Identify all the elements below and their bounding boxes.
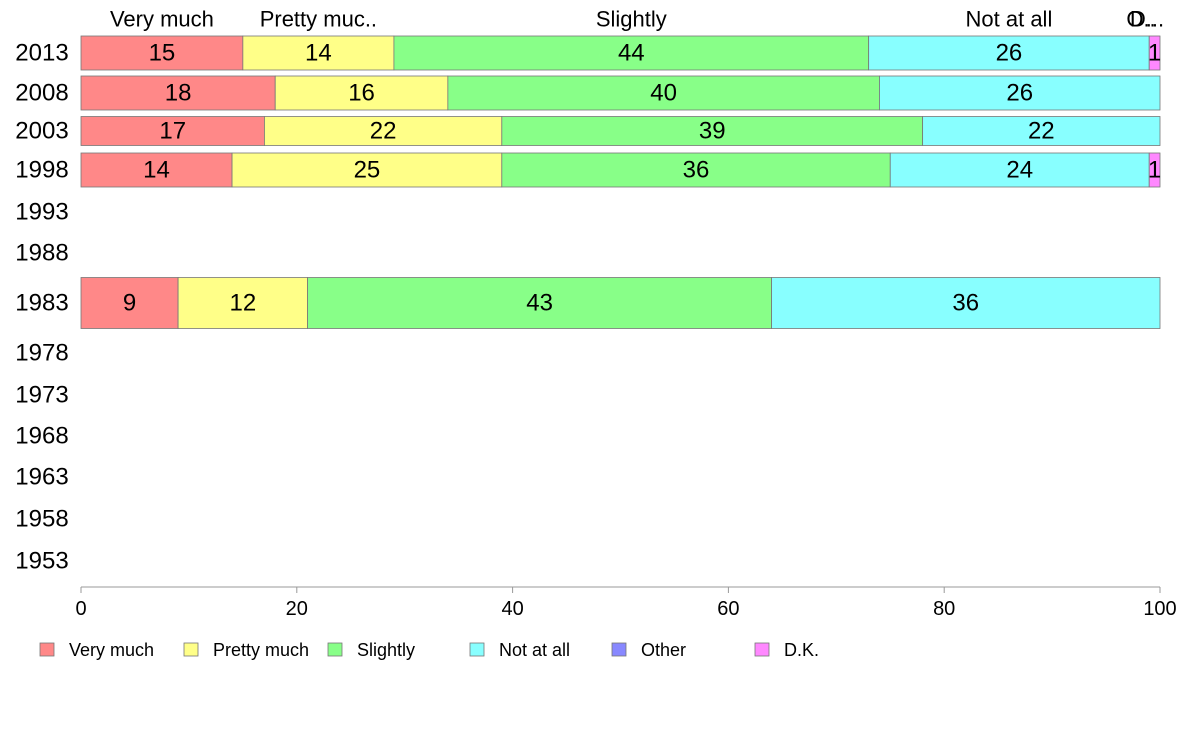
bar-value-label-1983-very-much: 9 bbox=[123, 290, 136, 317]
bar-value-label-1998-not-at-all: 24 bbox=[1006, 157, 1033, 184]
bar-value-label-2008-slightly: 40 bbox=[650, 80, 677, 107]
legend-swatch-pretty-much bbox=[183, 642, 199, 657]
bar-value-label-1983-not-at-all: 36 bbox=[952, 290, 979, 317]
bar-value-label-2008-very-much: 18 bbox=[165, 80, 192, 107]
category-label-1983: 1983 bbox=[15, 290, 68, 317]
bar-1998-slightly bbox=[501, 152, 891, 188]
category-label-1988: 1988 bbox=[15, 240, 68, 267]
top-series-label-0: Very much bbox=[110, 7, 214, 32]
bar-1998-d-k- bbox=[1148, 152, 1161, 188]
category-label-2013: 2013 bbox=[15, 40, 68, 67]
bar-value-label-2008-pretty-much: 16 bbox=[348, 80, 375, 107]
top-series-label-1: Pretty muc.. bbox=[260, 7, 377, 32]
bar-2013-pretty-much bbox=[242, 35, 395, 71]
bar-value-label-2013-very-much: 15 bbox=[149, 40, 176, 67]
bar-value-label-1998-pretty-much: 25 bbox=[354, 157, 381, 184]
category-label-1963: 1963 bbox=[15, 464, 68, 491]
x-tick-label-100: 100 bbox=[1143, 598, 1176, 620]
bar-value-label-2013-not-at-all: 26 bbox=[996, 40, 1023, 67]
x-tick-label-60: 60 bbox=[717, 598, 739, 620]
bar-value-label-2013-slightly: 44 bbox=[618, 40, 645, 67]
top-series-label-2: Slightly bbox=[596, 7, 667, 32]
bar-2003-pretty-much bbox=[264, 116, 503, 146]
category-label-1953: 1953 bbox=[15, 548, 68, 575]
bar-2003-very-much bbox=[80, 116, 265, 146]
bar-value-label-2013-pretty-much: 14 bbox=[305, 40, 332, 67]
bar-1998-pretty-much bbox=[231, 152, 503, 188]
legend-swatch-not-at-all bbox=[469, 642, 485, 657]
bar-1983-not-at-all bbox=[771, 277, 1161, 329]
bar-2008-slightly bbox=[447, 75, 880, 111]
bar-2013-slightly bbox=[393, 35, 870, 71]
x-tick-label-0: 0 bbox=[75, 598, 86, 620]
bar-value-label-1983-pretty-much: 12 bbox=[229, 290, 256, 317]
bar-value-label-1998-very-much: 14 bbox=[143, 157, 170, 184]
top-series-label-4: O.. bbox=[1126, 7, 1155, 32]
category-label-2008: 2008 bbox=[15, 80, 68, 107]
bar-value-label-1998-d-k-: 1 bbox=[1148, 157, 1161, 184]
legend-swatch-very-much bbox=[39, 642, 55, 657]
category-label-1993: 1993 bbox=[15, 199, 68, 226]
bar-value-label-2003-not-at-all: 22 bbox=[1028, 118, 1055, 145]
legend-label-very-much: Very much bbox=[69, 640, 154, 660]
bar-2013-not-at-all bbox=[868, 35, 1150, 71]
bar-2003-not-at-all bbox=[922, 116, 1161, 146]
bar-value-label-2003-very-much: 17 bbox=[159, 118, 186, 145]
bar-value-label-2003-slightly: 39 bbox=[699, 118, 726, 145]
bar-1983-pretty-much bbox=[177, 277, 308, 329]
bar-2008-not-at-all bbox=[879, 75, 1161, 111]
bar-2008-very-much bbox=[80, 75, 276, 111]
legend-label-d-k-: D.K. bbox=[784, 640, 819, 660]
bar-1998-very-much bbox=[80, 152, 233, 188]
legend-label-slightly: Slightly bbox=[357, 640, 415, 660]
category-label-1978: 1978 bbox=[15, 340, 68, 367]
category-label-2003: 2003 bbox=[15, 118, 68, 145]
bar-2013-d-k- bbox=[1148, 35, 1161, 71]
legend-swatch-slightly bbox=[327, 642, 343, 657]
x-tick-label-20: 20 bbox=[286, 598, 308, 620]
top-series-label-3: Not at all bbox=[966, 7, 1053, 32]
bar-1983-very-much bbox=[80, 277, 179, 329]
category-label-1958: 1958 bbox=[15, 506, 68, 533]
bar-value-label-2013-d-k-: 1 bbox=[1148, 40, 1161, 67]
legend-swatch-d-k- bbox=[754, 642, 770, 657]
x-tick-label-80: 80 bbox=[933, 598, 955, 620]
bar-2003-slightly bbox=[501, 116, 924, 146]
bar-value-label-1983-slightly: 43 bbox=[526, 290, 553, 317]
x-tick-label-40: 40 bbox=[501, 598, 523, 620]
bar-1983-slightly bbox=[307, 277, 772, 329]
bar-value-label-1998-slightly: 36 bbox=[683, 157, 710, 184]
legend-label-not-at-all: Not at all bbox=[499, 640, 570, 660]
bar-value-label-2003-pretty-much: 22 bbox=[370, 118, 397, 145]
bar-2013-very-much bbox=[80, 35, 244, 71]
legend-swatch-other bbox=[611, 642, 627, 657]
legend-label-pretty-much: Pretty much bbox=[213, 640, 309, 660]
legend-label-other: Other bbox=[641, 640, 686, 660]
bar-value-label-2008-not-at-all: 26 bbox=[1006, 80, 1033, 107]
top-series-label-5: D... bbox=[1130, 7, 1164, 32]
category-label-1998: 1998 bbox=[15, 157, 68, 184]
bar-2008-pretty-much bbox=[274, 75, 449, 111]
category-label-1968: 1968 bbox=[15, 423, 68, 450]
category-label-1973: 1973 bbox=[15, 382, 68, 409]
